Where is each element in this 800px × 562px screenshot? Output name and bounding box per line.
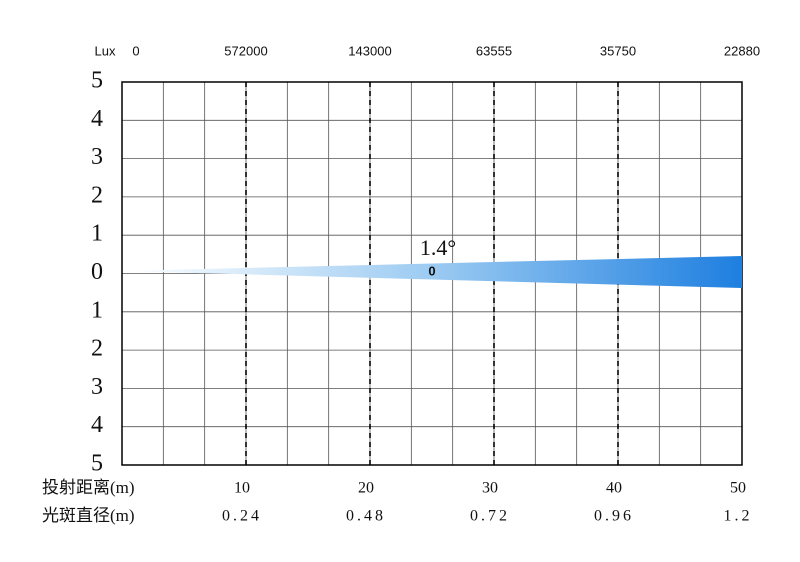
lux-value: 35750 bbox=[600, 43, 636, 58]
lux-value: 63555 bbox=[476, 43, 512, 58]
lux-value: 0 bbox=[132, 43, 139, 58]
y-tick-label: 2 bbox=[91, 182, 103, 208]
lux-value: 143000 bbox=[348, 43, 391, 58]
lux-label: Lux bbox=[95, 43, 116, 58]
distance-value: 30 bbox=[482, 480, 498, 497]
lux-value: 572000 bbox=[224, 43, 267, 58]
y-tick-label: 0 bbox=[91, 259, 103, 285]
center-label: 0 bbox=[428, 263, 435, 278]
distance-value: 10 bbox=[234, 480, 250, 497]
diameter-value: 0.48 bbox=[346, 508, 386, 525]
distance-value: 50 bbox=[730, 480, 746, 497]
diameter-label: 光斑直径(m) bbox=[42, 506, 135, 525]
distance-value: 20 bbox=[358, 480, 374, 497]
y-tick-label: 4 bbox=[91, 106, 103, 132]
lux-value: 22880 bbox=[724, 43, 760, 58]
diameter-value: 0.72 bbox=[470, 508, 510, 525]
diameter-value: 1.2 bbox=[724, 508, 753, 525]
y-tick-label: 1 bbox=[91, 297, 103, 323]
y-tick-label: 3 bbox=[91, 374, 103, 400]
y-tick-label: 4 bbox=[91, 412, 103, 438]
distance-label: 投射距离(m) bbox=[42, 478, 135, 497]
diameter-value: 0.96 bbox=[594, 508, 634, 525]
beam bbox=[122, 256, 742, 288]
diameter-value: 0.24 bbox=[222, 508, 262, 525]
beam-angle: 1.4° bbox=[420, 235, 456, 260]
y-tick-label: 5 bbox=[91, 451, 103, 477]
y-tick-label: 2 bbox=[91, 336, 103, 362]
distance-value: 40 bbox=[606, 480, 622, 497]
y-tick-label: 1 bbox=[91, 221, 103, 247]
y-tick-label: 5 bbox=[91, 68, 103, 94]
y-tick-label: 3 bbox=[91, 144, 103, 170]
